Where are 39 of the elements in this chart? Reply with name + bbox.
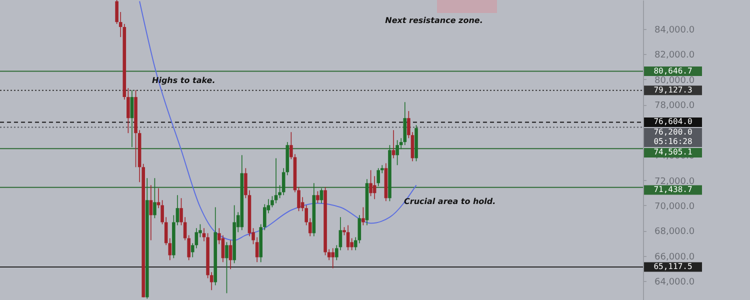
candlestick (376, 168, 380, 187)
ref-line-label: 74,505.1 (654, 148, 692, 157)
candlestick (403, 102, 407, 146)
candlestick (331, 248, 335, 269)
y-tick-label: 64,000.0 (654, 278, 695, 288)
candlestick (274, 158, 278, 204)
ref-line-label: 79,127.3 (654, 85, 692, 94)
y-tick-label: 72,000.0 (654, 176, 695, 187)
candlestick (392, 130, 396, 159)
y-tick-label: 66,000.0 (654, 252, 695, 262)
candlestick (153, 178, 156, 219)
candlestick (130, 90, 134, 148)
candlestick (358, 214, 362, 244)
band-label: Next resistance zone. (385, 16, 483, 25)
y-tick-label: 78,000.0 (654, 101, 695, 112)
candlestick (316, 190, 320, 204)
candlestick (221, 234, 225, 263)
y-tick-label: 68,000.0 (654, 227, 695, 238)
candlestick (396, 140, 399, 166)
ref-line-label: 80,646.7 (654, 66, 692, 76)
candlestick (228, 240, 232, 270)
annotation: Highs to take. (152, 76, 216, 85)
y-tick-label: 70,000.0 (654, 202, 695, 212)
candlestick (225, 242, 228, 294)
annotation: Crucial area to hold. (404, 197, 496, 206)
candlestick (320, 188, 324, 204)
candlestick (346, 224, 350, 251)
y-tick-label: 84,000.0 (654, 25, 695, 36)
candlestick (149, 184, 153, 241)
y-tick-label: 82,000.0 (654, 50, 695, 61)
ref-line-label: 71,438.7 (654, 185, 692, 194)
candlestick (369, 170, 372, 197)
ref-line-label: 76,604.0 (654, 117, 692, 126)
ref-line-label: 65,117.5 (654, 262, 692, 272)
candlestick (362, 206, 365, 226)
ref-line-label: 76,200.0 05:16:28 (654, 128, 692, 146)
candlestick (372, 176, 376, 200)
y-tick-label: 80,000.0 (654, 76, 695, 86)
candlestick (194, 228, 198, 249)
